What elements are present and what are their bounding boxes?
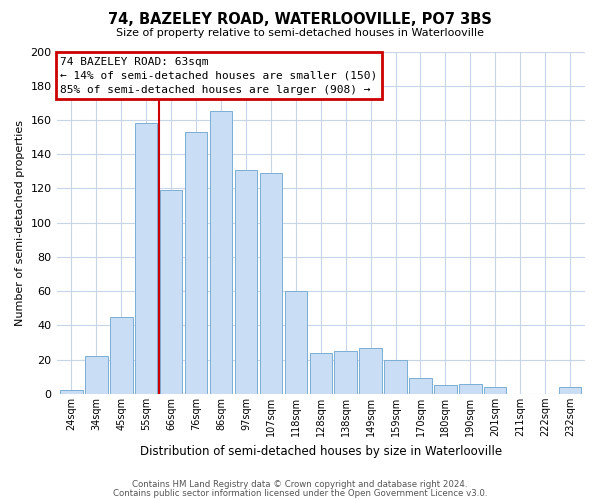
Y-axis label: Number of semi-detached properties: Number of semi-detached properties xyxy=(15,120,25,326)
Bar xyxy=(459,384,482,394)
Bar xyxy=(359,348,382,394)
Bar xyxy=(334,351,357,394)
Bar xyxy=(484,387,506,394)
Bar xyxy=(409,378,431,394)
Bar xyxy=(434,386,457,394)
Text: 74 BAZELEY ROAD: 63sqm
← 14% of semi-detached houses are smaller (150)
85% of se: 74 BAZELEY ROAD: 63sqm ← 14% of semi-det… xyxy=(60,56,377,94)
Bar xyxy=(160,190,182,394)
Bar xyxy=(60,390,83,394)
X-axis label: Distribution of semi-detached houses by size in Waterlooville: Distribution of semi-detached houses by … xyxy=(140,444,502,458)
Bar xyxy=(135,124,157,394)
Bar xyxy=(235,170,257,394)
Bar xyxy=(559,387,581,394)
Text: Contains HM Land Registry data © Crown copyright and database right 2024.: Contains HM Land Registry data © Crown c… xyxy=(132,480,468,489)
Bar xyxy=(210,112,232,394)
Text: Contains public sector information licensed under the Open Government Licence v3: Contains public sector information licen… xyxy=(113,488,487,498)
Bar xyxy=(310,353,332,394)
Text: 74, BAZELEY ROAD, WATERLOOVILLE, PO7 3BS: 74, BAZELEY ROAD, WATERLOOVILLE, PO7 3BS xyxy=(108,12,492,28)
Bar xyxy=(110,317,133,394)
Bar xyxy=(185,132,208,394)
Bar xyxy=(85,356,107,394)
Bar xyxy=(260,173,282,394)
Text: Size of property relative to semi-detached houses in Waterlooville: Size of property relative to semi-detach… xyxy=(116,28,484,38)
Bar xyxy=(385,360,407,394)
Bar xyxy=(284,291,307,394)
